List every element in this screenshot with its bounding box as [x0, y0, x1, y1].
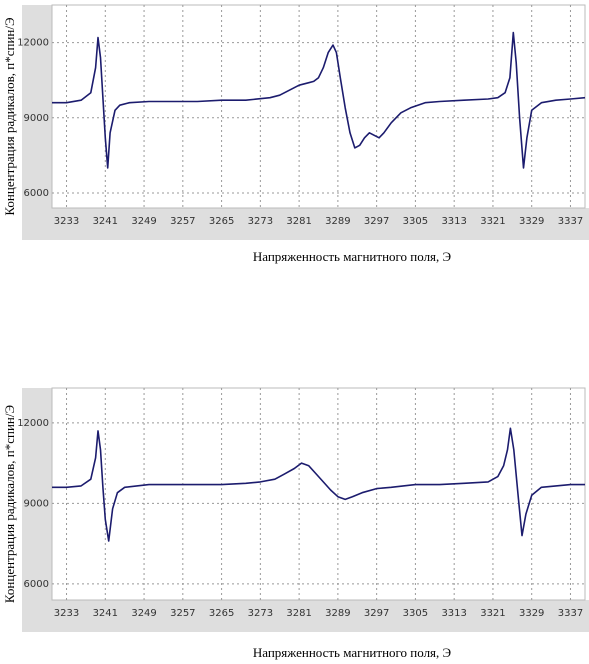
y-tick-label: 9000: [24, 498, 49, 509]
y-axis-label: Концентрация радикалов, п*спин/Э: [2, 17, 17, 216]
axis-strip: [22, 208, 589, 240]
x-tick-label: 3337: [558, 216, 583, 227]
x-tick-label: 3305: [403, 216, 428, 227]
x-tick-label: 3321: [480, 608, 505, 619]
x-tick-label: 3241: [93, 216, 118, 227]
x-tick-label: 3329: [519, 216, 544, 227]
x-tick-label: 3249: [131, 608, 156, 619]
x-tick-label: 3273: [248, 216, 273, 227]
x-tick-label: 3289: [325, 216, 350, 227]
x-tick-label: 3321: [480, 216, 505, 227]
x-tick-label: 3297: [364, 216, 389, 227]
axis-strip: [22, 600, 589, 632]
x-tick-label: 3273: [248, 608, 273, 619]
x-tick-label: 3305: [403, 608, 428, 619]
x-tick-label: 3313: [441, 608, 466, 619]
x-tick-label: 3249: [131, 216, 156, 227]
y-tick-label: 12000: [17, 38, 49, 49]
x-tick-label: 3233: [54, 216, 79, 227]
x-tick-label: 3281: [286, 608, 311, 619]
axis-strip: [22, 388, 52, 632]
axis-strip: [22, 5, 52, 240]
y-tick-label: 6000: [24, 579, 49, 590]
x-tick-label: 3233: [54, 608, 79, 619]
spectrum-line: [52, 427, 585, 542]
x-axis-label: Напряженность магнитного поля, Э: [253, 249, 452, 264]
y-tick-label: 9000: [24, 113, 49, 124]
x-tick-label: 3281: [286, 216, 311, 227]
x-tick-label: 3265: [209, 608, 234, 619]
x-axis-label: Напряженность магнитного поля, Э: [253, 645, 452, 660]
x-tick-label: 3289: [325, 608, 350, 619]
plot-area: [51, 387, 586, 601]
x-tick-label: 3313: [441, 216, 466, 227]
x-tick-label: 3265: [209, 216, 234, 227]
x-tick-label: 3329: [519, 608, 544, 619]
spectrum-line: [52, 31, 586, 169]
x-tick-label: 3257: [170, 608, 195, 619]
x-tick-label: 3297: [364, 608, 389, 619]
plot-area: [51, 4, 586, 209]
y-tick-label: 12000: [17, 418, 49, 429]
y-axis-label: Концентрация радикалов, п*спин/Э: [2, 404, 17, 603]
y-tick-label: 6000: [24, 188, 49, 199]
x-tick-label: 3257: [170, 216, 195, 227]
x-tick-label: 3337: [558, 608, 583, 619]
x-tick-label: 3241: [93, 608, 118, 619]
